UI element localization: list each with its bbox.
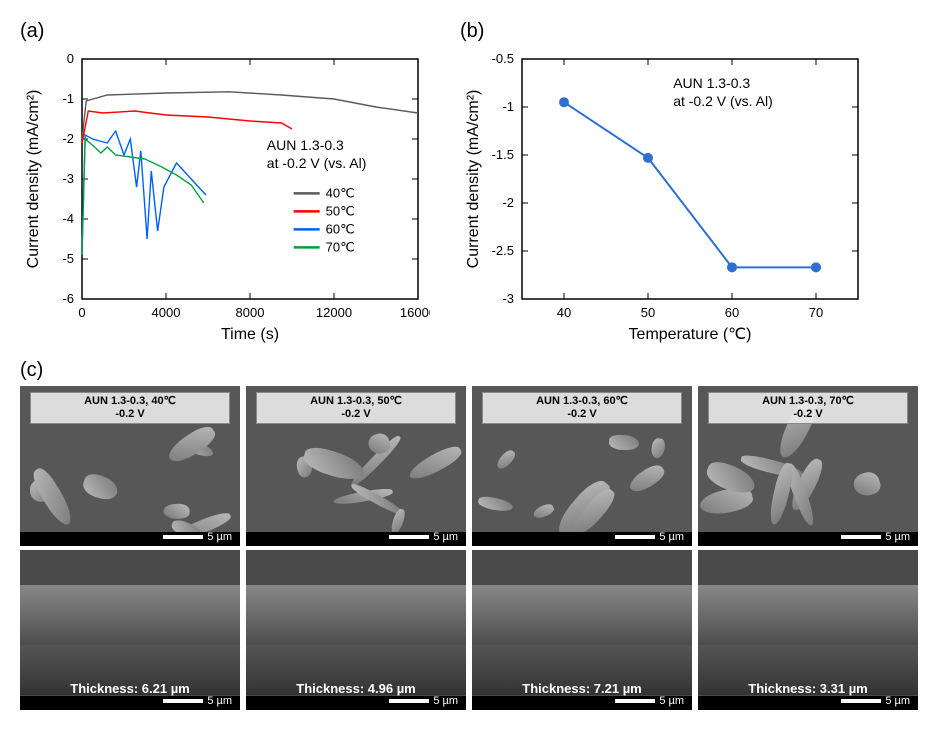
panel-a-chart: 0 4000 8000 12000 16000 -6 -5 -4 -3 -2 -1 0 Time (s)… <box>20 47 430 347</box>
sem-cross-section: Thickness: 4.96 µm5 µm <box>246 550 466 710</box>
svg-text:50℃: 50℃ <box>326 203 355 218</box>
sem-row: AUN 1.3-0.3, 40℃-0.2 V5 µmThickness: 6.2… <box>20 386 926 710</box>
svg-text:-0.5: -0.5 <box>492 51 514 66</box>
thickness-label: Thickness: 4.96 µm <box>246 681 466 696</box>
sem-column: AUN 1.3-0.3, 60℃-0.2 V5 µmThickness: 7.2… <box>472 386 692 710</box>
thickness-label: Thickness: 3.31 µm <box>698 681 918 696</box>
sem-condition-label: AUN 1.3-0.3, 50℃-0.2 V <box>256 392 456 424</box>
scale-bar: 5 µm <box>841 531 910 543</box>
svg-text:at -0.2 V (vs. Al): at -0.2 V (vs. Al) <box>673 93 773 109</box>
panel-a-wrap: (a) 0 4000 8000 12000 16000 -6 -5 -4 -3 -2 -1 0 Time… <box>20 20 430 347</box>
svg-text:Time (s): Time (s) <box>221 326 279 343</box>
svg-text:4000: 4000 <box>152 305 181 320</box>
svg-text:40: 40 <box>557 305 571 320</box>
svg-text:0: 0 <box>78 305 85 320</box>
panel-b-label: (b) <box>460 20 870 43</box>
sem-cond-line1: AUN 1.3-0.3, 70℃ <box>762 395 854 407</box>
svg-text:-2: -2 <box>502 195 514 210</box>
sem-column: AUN 1.3-0.3, 50℃-0.2 V5 µmThickness: 4.9… <box>246 386 466 710</box>
sem-condition-label: AUN 1.3-0.3, 40℃-0.2 V <box>30 392 230 424</box>
svg-text:0: 0 <box>67 51 74 66</box>
scale-bar: 5 µm <box>615 531 684 543</box>
sem-top-image: AUN 1.3-0.3, 70℃-0.2 V 5 µm <box>698 386 918 546</box>
sem-cross-section: Thickness: 3.31 µm5 µm <box>698 550 918 710</box>
svg-text:-6: -6 <box>62 291 74 306</box>
sem-cond-line1: AUN 1.3-0.3, 50℃ <box>310 395 402 407</box>
sem-top-image: AUN 1.3-0.3, 50℃-0.2 V 5 µm <box>246 386 466 546</box>
svg-text:70: 70 <box>809 305 823 320</box>
sem-cond-line2: -0.2 V <box>115 408 144 420</box>
thickness-label: Thickness: 7.21 µm <box>472 681 692 696</box>
svg-text:-1.5: -1.5 <box>492 147 514 162</box>
svg-text:-3: -3 <box>62 171 74 186</box>
svg-text:12000: 12000 <box>316 305 352 320</box>
sem-cond-line2: -0.2 V <box>341 408 370 420</box>
sem-top-image: AUN 1.3-0.3, 60℃-0.2 V 5 µm <box>472 386 692 546</box>
sem-cond-line1: AUN 1.3-0.3, 60℃ <box>536 395 628 407</box>
svg-text:-1: -1 <box>502 99 514 114</box>
svg-text:-4: -4 <box>62 211 74 226</box>
thickness-label: Thickness: 6.21 µm <box>20 681 240 696</box>
sem-cond-line1: AUN 1.3-0.3, 40℃ <box>84 395 176 407</box>
svg-text:-1: -1 <box>62 91 74 106</box>
scale-bar: 5 µm <box>163 531 232 543</box>
svg-text:50: 50 <box>641 305 655 320</box>
sem-column: AUN 1.3-0.3, 70℃-0.2 V5 µmThickness: 3.3… <box>698 386 918 710</box>
svg-text:at -0.2 V (vs. Al): at -0.2 V (vs. Al) <box>267 155 367 171</box>
svg-text:70℃: 70℃ <box>326 239 355 254</box>
chart-a-svg: 0 4000 8000 12000 16000 -6 -5 -4 -3 -2 -1 0 Time (s)… <box>20 47 430 347</box>
svg-text:-5: -5 <box>62 251 74 266</box>
svg-text:16000: 16000 <box>400 305 430 320</box>
sem-column: AUN 1.3-0.3, 40℃-0.2 V5 µmThickness: 6.2… <box>20 386 240 710</box>
svg-text:60℃: 60℃ <box>326 221 355 236</box>
scale-bar: 5 µm <box>389 695 458 707</box>
panel-b-chart: 40 50 60 70 -3 -2.5 -2 -1.5 -1 -0.5 Temperature (℃… <box>460 47 870 347</box>
svg-text:40℃: 40℃ <box>326 185 355 200</box>
svg-text:60: 60 <box>725 305 739 320</box>
svg-text:AUN 1.3-0.3: AUN 1.3-0.3 <box>673 75 750 91</box>
svg-text:-3: -3 <box>502 291 514 306</box>
sem-condition-label: AUN 1.3-0.3, 70℃-0.2 V <box>708 392 908 424</box>
panel-c-wrap: (c) AUN 1.3-0.3, 40℃-0.2 V5 µmThickness:… <box>20 359 926 710</box>
panel-b-wrap: (b) 40 50 60 70 -3 -2.5 -2 -1.5 -1 -0.5 Temperatur… <box>460 20 870 347</box>
scale-bar: 5 µm <box>163 695 232 707</box>
svg-text:8000: 8000 <box>236 305 265 320</box>
sem-cond-line2: -0.2 V <box>793 408 822 420</box>
sem-top-image: AUN 1.3-0.3, 40℃-0.2 V 5 µm <box>20 386 240 546</box>
scale-bar: 5 µm <box>389 531 458 543</box>
sem-condition-label: AUN 1.3-0.3, 60℃-0.2 V <box>482 392 682 424</box>
svg-text:-2.5: -2.5 <box>492 243 514 258</box>
chart-b-svg: 40 50 60 70 -3 -2.5 -2 -1.5 -1 -0.5 Temperature (℃… <box>460 47 870 347</box>
svg-text:-2: -2 <box>62 131 74 146</box>
panel-a-label: (a) <box>20 20 430 43</box>
svg-text:Current density (mA/cm²): Current density (mA/cm²) <box>25 90 42 269</box>
scale-bar: 5 µm <box>841 695 910 707</box>
sem-cross-section: Thickness: 6.21 µm5 µm <box>20 550 240 710</box>
svg-text:AUN 1.3-0.3: AUN 1.3-0.3 <box>267 137 344 153</box>
scale-bar: 5 µm <box>615 695 684 707</box>
panel-c-label: (c) <box>20 359 926 382</box>
sem-cross-section: Thickness: 7.21 µm5 µm <box>472 550 692 710</box>
top-row: (a) 0 4000 8000 12000 16000 -6 -5 -4 -3 -2 -1 0 Time… <box>20 20 926 347</box>
sem-cond-line2: -0.2 V <box>567 408 596 420</box>
svg-text:Current density (mA/cm²): Current density (mA/cm²) <box>465 90 482 269</box>
svg-text:Temperature (℃): Temperature (℃) <box>629 326 752 343</box>
